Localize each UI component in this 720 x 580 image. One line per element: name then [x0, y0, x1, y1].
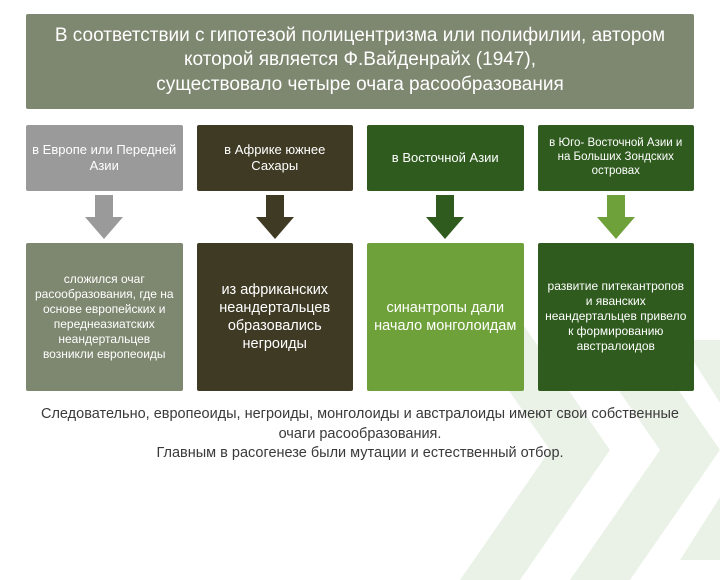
arrow-down-icon [252, 195, 298, 239]
col4-top-box: в Юго- Восточной Азии и на Больших Зондс… [538, 125, 695, 191]
title-box: В соответствии с гипотезой полицентризма… [26, 14, 694, 109]
column-2: в Африке южнее Сахары из африканских неа… [197, 125, 354, 391]
col3-top-box: в Восточной Азии [367, 125, 524, 191]
slide: В соответствии с гипотезой полицентризма… [0, 0, 720, 540]
col2-top-box: в Африке южнее Сахары [197, 125, 354, 191]
col3-arrow [367, 191, 524, 243]
col4-bottom-box: развитие питекантропов и яванских неанде… [538, 243, 695, 391]
column-1: в Европе или Передней Азии сложился очаг… [26, 125, 183, 391]
col3-bottom-box: синантропы дали начало монголоидам [367, 243, 524, 391]
arrow-down-icon [81, 195, 127, 239]
column-3: в Восточной Азии синантропы дали начало … [367, 125, 524, 391]
col1-arrow [26, 191, 183, 243]
col1-top-box: в Европе или Передней Азии [26, 125, 183, 191]
columns-container: в Европе или Передней Азии сложился очаг… [26, 125, 694, 391]
col2-arrow [197, 191, 354, 243]
footer-text: Следовательно, европеоиды, негроиды, мон… [26, 405, 694, 464]
col4-arrow [538, 191, 695, 243]
arrow-down-icon [593, 195, 639, 239]
column-4: в Юго- Восточной Азии и на Больших Зондс… [538, 125, 695, 391]
col1-bottom-box: сложился очаг расообразования, где на ос… [26, 243, 183, 391]
arrow-down-icon [422, 195, 468, 239]
col2-bottom-box: из африканских неандертальцев образовали… [197, 243, 354, 391]
